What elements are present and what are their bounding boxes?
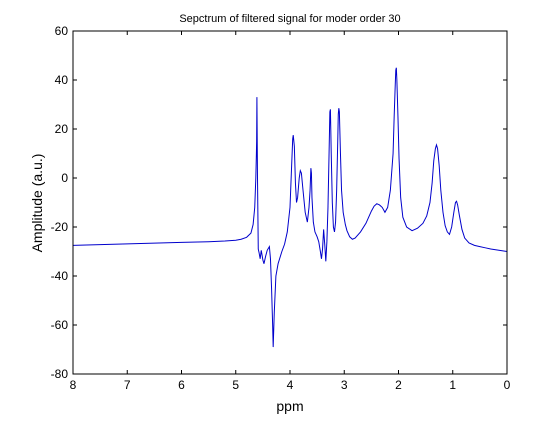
y-tick-label: 20 bbox=[55, 122, 69, 136]
x-tick-label: 1 bbox=[449, 378, 456, 392]
y-tick-label: -20 bbox=[51, 220, 69, 234]
x-tick-label: 7 bbox=[124, 378, 131, 392]
chart-title: Sepctrum of filtered signal for moder or… bbox=[179, 13, 400, 25]
y-tick-label: -60 bbox=[51, 318, 69, 332]
x-tick-label: 8 bbox=[70, 378, 77, 392]
plot-area-frame bbox=[72, 30, 508, 375]
x-tick-label: 5 bbox=[232, 378, 239, 392]
y-tick-label: 60 bbox=[55, 24, 69, 38]
x-tick-label: 2 bbox=[395, 378, 402, 392]
y-tick-label: 40 bbox=[55, 73, 69, 87]
x-tick-label: 0 bbox=[504, 378, 511, 392]
axis-tick-labels: 8 7 6 5 4 3 2 1 0 60 40 20 0 -20 -40 -60 -80 bbox=[51, 24, 511, 392]
x-tick-label: 4 bbox=[287, 378, 294, 392]
spectrum-series-line bbox=[72, 67, 508, 348]
y-tick-label: -40 bbox=[51, 269, 69, 283]
x-axis-title: ppm bbox=[276, 398, 303, 414]
x-tick-label: 6 bbox=[178, 378, 185, 392]
y-tick-label: 0 bbox=[61, 171, 68, 185]
y-tick-label: -80 bbox=[51, 367, 69, 381]
x-tick-label: 3 bbox=[341, 378, 348, 392]
y-axis-title: Amplitude (a.u.) bbox=[29, 154, 45, 253]
